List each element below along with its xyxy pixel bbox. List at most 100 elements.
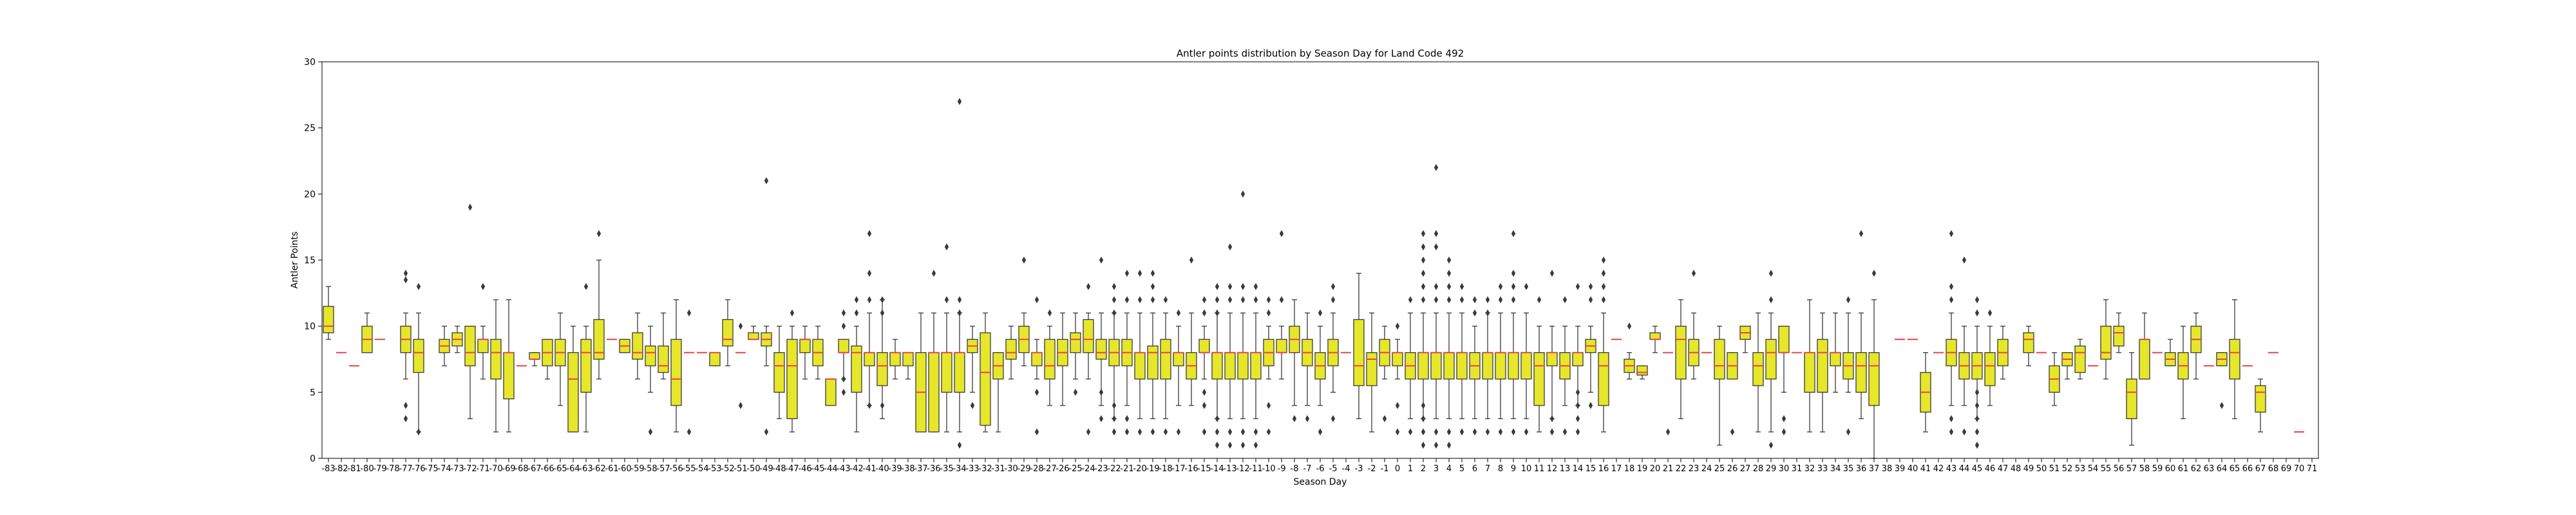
x-tick-label: -61 [605,464,618,474]
outlier-point [1318,309,1323,317]
outlier-point [1253,283,1258,290]
x-tick-label: 30 [1779,464,1790,474]
outlier-point [1202,428,1207,436]
outlier-point [931,270,936,277]
x-tick-label: -55 [682,464,696,474]
iqr-box [1495,352,1506,380]
plot-frame [321,61,2319,459]
outlier-point [1575,402,1580,409]
x-tick-label: 60 [2165,464,2176,474]
x-tick-label: 23 [1689,464,1700,474]
x-tick-label: -7 [1303,464,1312,474]
x-tick-label: 26 [1727,464,1738,474]
iqr-box [323,306,334,333]
x-tick-label: 64 [2217,464,2228,474]
outlier-point [1034,388,1039,396]
outlier-point [1408,428,1413,436]
outlier-point [1163,296,1168,304]
iqr-box [2126,379,2137,420]
x-tick-label: -67 [527,464,541,474]
iqr-box [1804,352,1815,393]
x-tick-label: 25 [1714,464,1725,474]
box-group--48 [773,326,785,420]
x-tick-label: 24 [1701,464,1712,474]
box-group-29 [1765,270,1777,449]
outlier-point [1112,428,1117,436]
outlier-point [1099,256,1104,264]
box-group--47 [786,309,798,433]
outlier-point [841,388,846,396]
outlier-point [944,296,949,304]
x-tick-label: -9 [1278,464,1286,474]
box-group-20 [1649,326,1661,353]
box-group-16 [1598,256,1609,433]
outlier-point [1588,283,1593,290]
box-group--2 [1366,312,1378,433]
outlier-point [1150,296,1155,304]
x-tick-label: 40 [1908,464,1918,474]
x-tick-label: 18 [1624,464,1635,474]
iqr-box [1636,365,1648,376]
outlier-point [1421,296,1426,304]
box-group--27 [1044,309,1056,406]
outlier-point [1949,415,1954,422]
outlier-point [1601,296,1606,304]
box-group-23 [1688,270,1700,380]
box-group-10 [1520,283,1532,436]
outlier-point [1434,441,1439,449]
outlier-point [1137,428,1142,436]
box-group--52 [722,299,734,366]
outlier-point [1421,270,1426,277]
outlier-point [1240,283,1245,290]
x-tick-label: 19 [1637,464,1648,474]
box-group-62 [2190,312,2202,380]
x-tick-label: 14 [1573,464,1584,474]
iqr-box [1224,352,1236,380]
outlier-point [1421,243,1426,250]
x-tick-label: 46 [1985,464,1996,474]
outlier-point [1266,428,1271,436]
outlier-point [1202,309,1207,317]
x-tick-label: 16 [1598,464,1609,474]
x-tick-label: 15 [1586,464,1596,474]
box-group--60 [619,339,630,353]
x-tick-label: -11 [1249,464,1262,474]
box-group-61 [2177,326,2189,420]
x-tick-label: -56 [669,464,683,474]
outlier-point [1292,415,1297,422]
x-tick-label: 6 [1472,464,1477,474]
outlier-point [1537,296,1542,304]
x-tick-label: -69 [502,464,515,474]
box-group--49 [761,177,772,436]
x-tick-label: -76 [412,464,425,474]
box-group--53 [709,351,721,366]
x-tick-label: -23 [1094,464,1108,474]
x-tick-label: 65 [2230,464,2240,474]
box-group--3 [1353,272,1365,420]
iqr-box [1134,352,1146,380]
outlier-point [841,375,846,383]
iqr-box [413,339,424,373]
box-group--73 [451,326,463,353]
outlier-point [1305,415,1310,422]
outlier-point [1472,296,1477,304]
outlier-point [764,177,769,185]
box-group--33 [967,326,978,409]
box-group-3 [1430,164,1442,449]
iqr-box [1778,326,1790,353]
outlier-point [1575,415,1580,422]
outlier-point [957,98,962,106]
x-tick-label: 41 [1920,464,1931,474]
box-group--64 [567,326,579,433]
outlier-point [1511,428,1516,436]
y-tick-label: 15 [304,256,316,266]
iqr-box [1211,352,1223,380]
iqr-box [799,339,811,353]
x-tick-label: -73 [450,464,464,474]
box-group-56 [2113,312,2125,353]
box-group--21 [1121,270,1133,436]
x-tick-label: -40 [875,464,889,474]
outlier-point [1047,309,1052,317]
iqr-box [748,332,759,340]
x-tick-label: -80 [360,464,374,474]
